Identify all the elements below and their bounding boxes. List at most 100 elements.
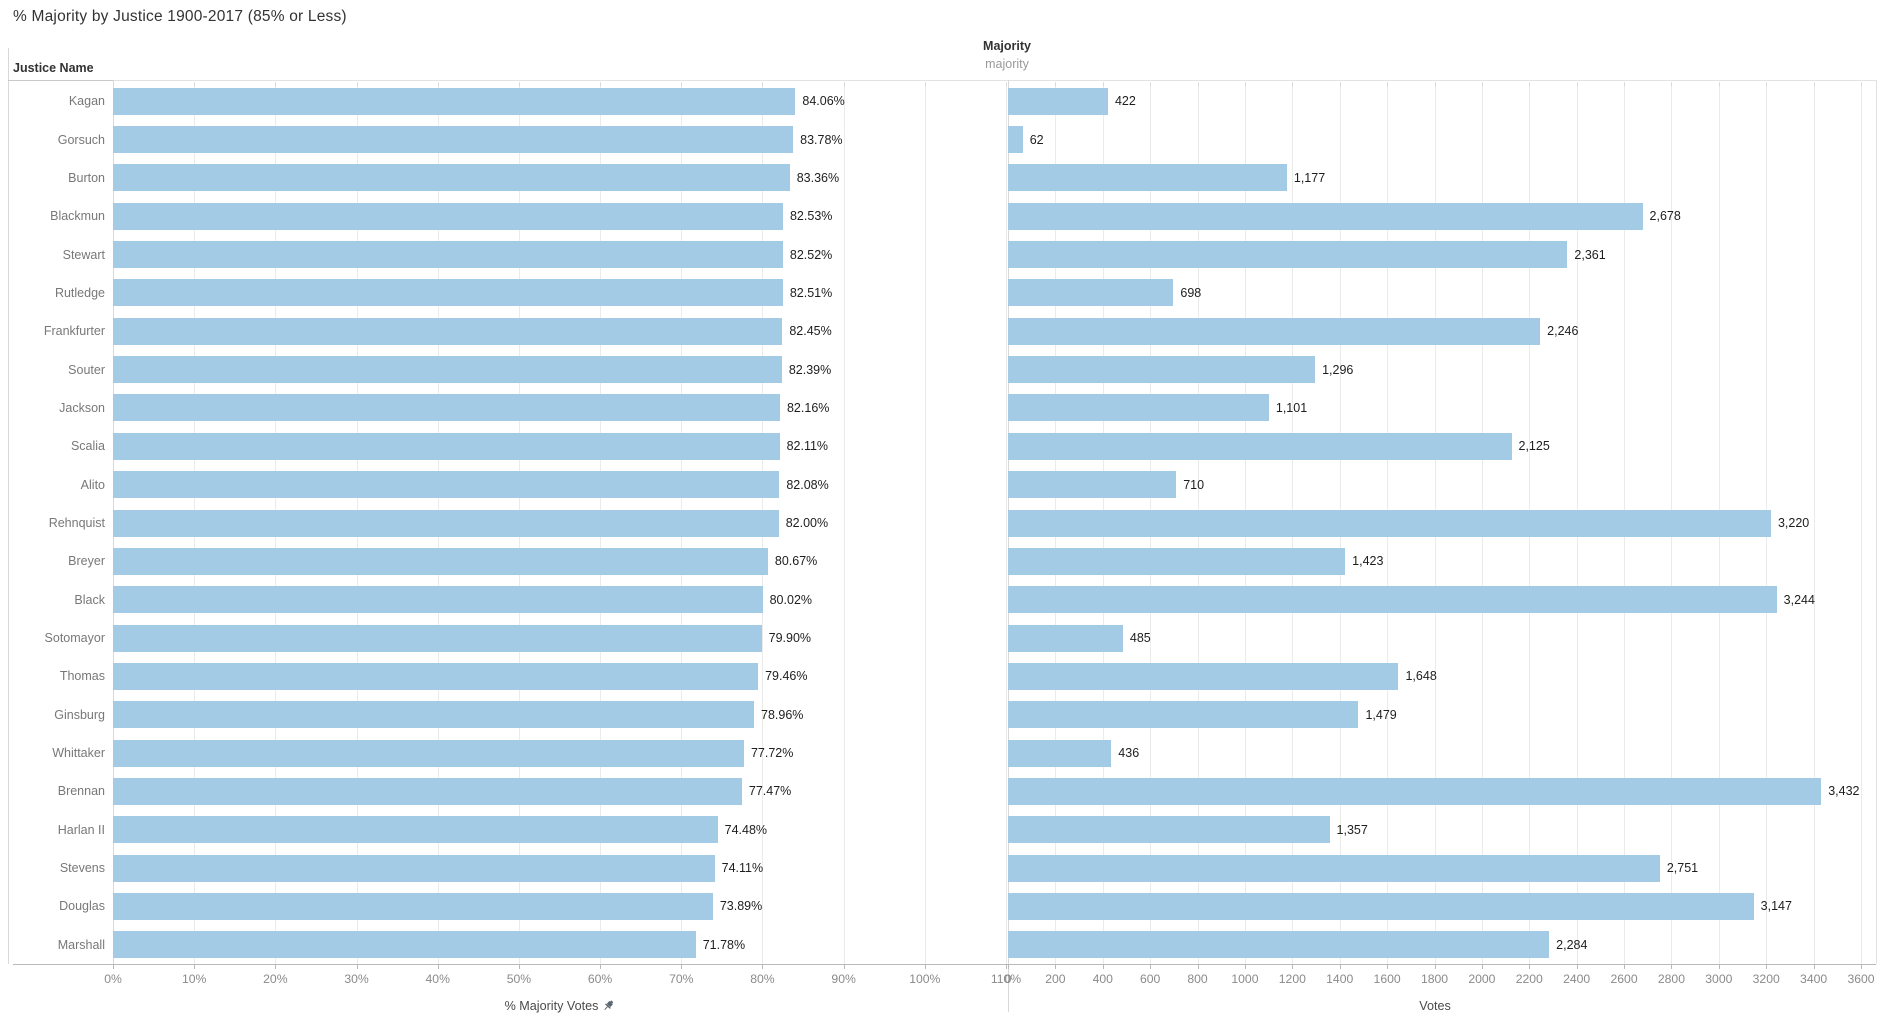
row-label[interactable]: Ginsburg bbox=[54, 707, 105, 722]
bar-votes[interactable] bbox=[1008, 471, 1177, 499]
row-label[interactable]: Alito bbox=[80, 477, 105, 492]
row-label[interactable]: Stevens bbox=[59, 861, 105, 876]
row-label[interactable]: Stewart bbox=[62, 247, 105, 262]
bar-pct-majority[interactable] bbox=[113, 317, 783, 345]
bar-votes[interactable] bbox=[1008, 892, 1754, 920]
bar-value-label: 62 bbox=[1029, 132, 1044, 147]
row-label[interactable]: Douglas bbox=[59, 899, 105, 914]
bar-votes[interactable] bbox=[1008, 87, 1108, 115]
bar-pct-majority[interactable] bbox=[113, 356, 782, 384]
row-label[interactable]: Scalia bbox=[70, 439, 105, 454]
axis-tick bbox=[437, 964, 439, 969]
row-label[interactable]: Frankfurter bbox=[43, 324, 105, 339]
row-label[interactable]: Blackmun bbox=[50, 209, 105, 224]
bar-pct-majority[interactable] bbox=[113, 701, 754, 729]
bar-value-label: 82.08% bbox=[786, 477, 829, 492]
row-label[interactable]: Jackson bbox=[59, 400, 105, 415]
bar-pct-majority[interactable] bbox=[113, 547, 768, 575]
bar-votes[interactable] bbox=[1008, 624, 1123, 652]
axis-top-tick bbox=[1624, 82, 1626, 87]
bar-votes[interactable] bbox=[1008, 701, 1359, 729]
row-label[interactable]: Rehnquist bbox=[48, 516, 105, 530]
bar-pct-majority[interactable] bbox=[113, 854, 715, 882]
axis-tick-label: 70% bbox=[669, 972, 694, 986]
axis-tick bbox=[1197, 964, 1199, 969]
row-label[interactable]: Black bbox=[74, 592, 105, 607]
bar-votes[interactable] bbox=[1008, 931, 1550, 959]
bar-votes[interactable] bbox=[1008, 509, 1771, 537]
bar-pct-majority[interactable] bbox=[113, 164, 790, 192]
bar-pct-majority[interactable] bbox=[113, 931, 696, 959]
bar-votes[interactable] bbox=[1008, 126, 1023, 154]
row-label[interactable]: Sotomayor bbox=[44, 631, 105, 646]
row-label[interactable]: Thomas bbox=[59, 669, 105, 684]
bar-votes[interactable] bbox=[1008, 279, 1174, 307]
row-label[interactable]: Gorsuch bbox=[57, 132, 105, 147]
bar-votes[interactable] bbox=[1008, 432, 1512, 460]
bar-pct-majority[interactable] bbox=[113, 432, 780, 460]
bar-pct-majority[interactable] bbox=[113, 892, 713, 920]
row-label[interactable]: Harlan II bbox=[57, 822, 105, 837]
header-underline bbox=[8, 80, 113, 81]
row-header-justice-name: Justice Name bbox=[13, 61, 94, 75]
axis-top-tick bbox=[681, 82, 683, 87]
bar-pct-majority[interactable] bbox=[113, 394, 780, 422]
axis-tick-label: 40% bbox=[425, 972, 450, 986]
bar-pct-majority[interactable] bbox=[113, 662, 759, 690]
bar-votes[interactable] bbox=[1008, 202, 1643, 230]
axis-tick-label: 110% bbox=[990, 972, 1022, 986]
axis-tick-label: 200 bbox=[1045, 972, 1066, 986]
axis-tick bbox=[1718, 964, 1720, 969]
bar-votes[interactable] bbox=[1008, 356, 1316, 384]
row-label[interactable]: Burton bbox=[68, 170, 105, 185]
axis-tick bbox=[113, 964, 114, 969]
bar-votes[interactable] bbox=[1008, 854, 1660, 882]
axis-top-tick bbox=[1529, 82, 1531, 87]
bar-value-label: 3,432 bbox=[1828, 784, 1860, 799]
bar-pct-majority[interactable] bbox=[113, 202, 783, 230]
axis-tick bbox=[1434, 964, 1436, 969]
bar-votes[interactable] bbox=[1008, 164, 1287, 192]
axis-top-tick bbox=[194, 82, 196, 87]
axis-top-tick bbox=[1055, 82, 1057, 87]
bar-votes[interactable] bbox=[1008, 816, 1330, 844]
row-label[interactable]: Marshall bbox=[57, 937, 105, 952]
bar-votes[interactable] bbox=[1008, 662, 1399, 690]
bar-votes[interactable] bbox=[1008, 394, 1269, 422]
chart-title: % Majority by Justice 1900-2017 (85% or … bbox=[13, 8, 347, 25]
bar-value-label: 485 bbox=[1129, 631, 1151, 646]
bar-pct-majority[interactable] bbox=[113, 586, 763, 614]
row-label[interactable]: Rutledge bbox=[54, 285, 105, 300]
bar-value-label: 74.11% bbox=[721, 861, 764, 876]
bar-pct-majority[interactable] bbox=[113, 471, 780, 499]
axis-tick-label: 60% bbox=[587, 972, 613, 986]
bar-pct-majority[interactable] bbox=[113, 624, 762, 652]
pinned-axis-icon[interactable] bbox=[602, 999, 615, 1012]
bar-pct-majority[interactable] bbox=[113, 279, 783, 307]
bar-votes[interactable] bbox=[1008, 317, 1541, 345]
bar-value-label: 82.52% bbox=[789, 247, 833, 262]
row-label[interactable]: Brennan bbox=[57, 784, 105, 799]
axis-tick bbox=[1006, 964, 1007, 969]
bar-pct-majority[interactable] bbox=[113, 777, 742, 805]
gridline bbox=[1006, 82, 1007, 964]
bar-pct-majority[interactable] bbox=[113, 87, 796, 115]
pane-divider bbox=[1008, 80, 1009, 1012]
bar-pct-majority[interactable] bbox=[113, 816, 718, 844]
bar-value-label: 82.39% bbox=[788, 362, 832, 377]
row-label[interactable]: Kagan bbox=[68, 94, 105, 109]
axis-tick bbox=[1292, 964, 1294, 969]
row-label[interactable]: Souter bbox=[68, 362, 105, 377]
bar-pct-majority[interactable] bbox=[113, 509, 779, 537]
row-label[interactable]: Whittaker bbox=[52, 746, 105, 761]
bar-votes[interactable] bbox=[1008, 739, 1112, 767]
bar-votes[interactable] bbox=[1008, 586, 1777, 614]
bar-pct-majority[interactable] bbox=[113, 241, 783, 269]
bar-votes[interactable] bbox=[1008, 777, 1822, 805]
bar-votes[interactable] bbox=[1008, 547, 1346, 575]
bar-pct-majority[interactable] bbox=[113, 126, 794, 154]
bar-votes[interactable] bbox=[1008, 241, 1568, 269]
row-label[interactable]: Breyer bbox=[68, 554, 105, 569]
bar-pct-majority[interactable] bbox=[113, 739, 744, 767]
